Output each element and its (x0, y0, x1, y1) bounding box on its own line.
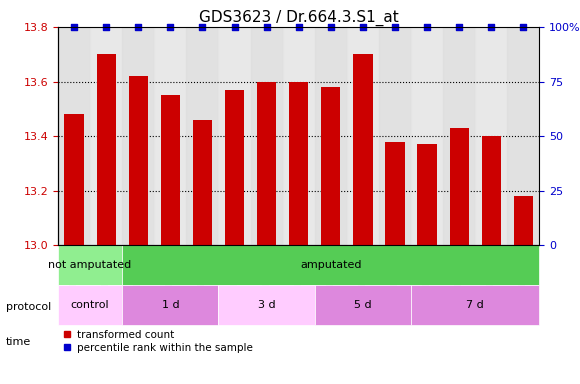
Bar (219, 27, 251, 245)
Point (519, 24, 528, 30)
Bar (122, 27, 154, 245)
Bar (154, 27, 186, 245)
Bar (347, 27, 379, 245)
Point (198, 24, 207, 30)
Point (390, 24, 400, 30)
FancyBboxPatch shape (219, 285, 315, 325)
Bar (129, 76, 148, 245)
Bar (450, 128, 469, 245)
Point (262, 24, 271, 30)
Point (326, 24, 335, 30)
Bar (315, 27, 347, 245)
Bar (282, 27, 315, 245)
Bar (257, 81, 276, 245)
Point (166, 24, 175, 30)
Point (102, 24, 111, 30)
Text: control: control (71, 300, 110, 310)
Bar (508, 27, 539, 245)
Title: GDS3623 / Dr.664.3.S1_at: GDS3623 / Dr.664.3.S1_at (199, 9, 398, 25)
Bar (418, 144, 437, 245)
Bar (321, 87, 340, 245)
Bar (514, 196, 533, 245)
Bar (289, 81, 309, 245)
Text: 1 d: 1 d (161, 300, 179, 310)
Bar (385, 142, 405, 245)
FancyBboxPatch shape (58, 245, 122, 285)
Text: not amputated: not amputated (49, 260, 132, 270)
Bar (58, 27, 90, 245)
Text: 7 d: 7 d (466, 300, 484, 310)
Legend: transformed count, percentile rank within the sample: transformed count, percentile rank withi… (63, 330, 253, 353)
Bar (353, 54, 372, 245)
Point (294, 24, 303, 30)
FancyBboxPatch shape (122, 245, 539, 285)
Text: protocol: protocol (6, 302, 51, 312)
Bar (64, 114, 84, 245)
Point (487, 24, 496, 30)
Bar (96, 54, 116, 245)
Point (230, 24, 239, 30)
Text: amputated: amputated (300, 260, 361, 270)
Bar (251, 27, 282, 245)
Bar (411, 27, 443, 245)
Bar (186, 27, 219, 245)
Bar (379, 27, 411, 245)
FancyBboxPatch shape (58, 285, 122, 325)
Bar (193, 120, 212, 245)
Bar (161, 95, 180, 245)
Bar (225, 90, 244, 245)
Point (455, 24, 464, 30)
Point (422, 24, 432, 30)
FancyBboxPatch shape (122, 285, 219, 325)
FancyBboxPatch shape (411, 285, 539, 325)
Bar (475, 27, 508, 245)
Text: 5 d: 5 d (354, 300, 372, 310)
Point (70, 24, 79, 30)
Point (358, 24, 368, 30)
Bar (443, 27, 475, 245)
Bar (481, 136, 501, 245)
Bar (90, 27, 122, 245)
Text: time: time (6, 337, 31, 347)
Text: 3 d: 3 d (258, 300, 275, 310)
FancyBboxPatch shape (315, 285, 411, 325)
Point (133, 24, 143, 30)
